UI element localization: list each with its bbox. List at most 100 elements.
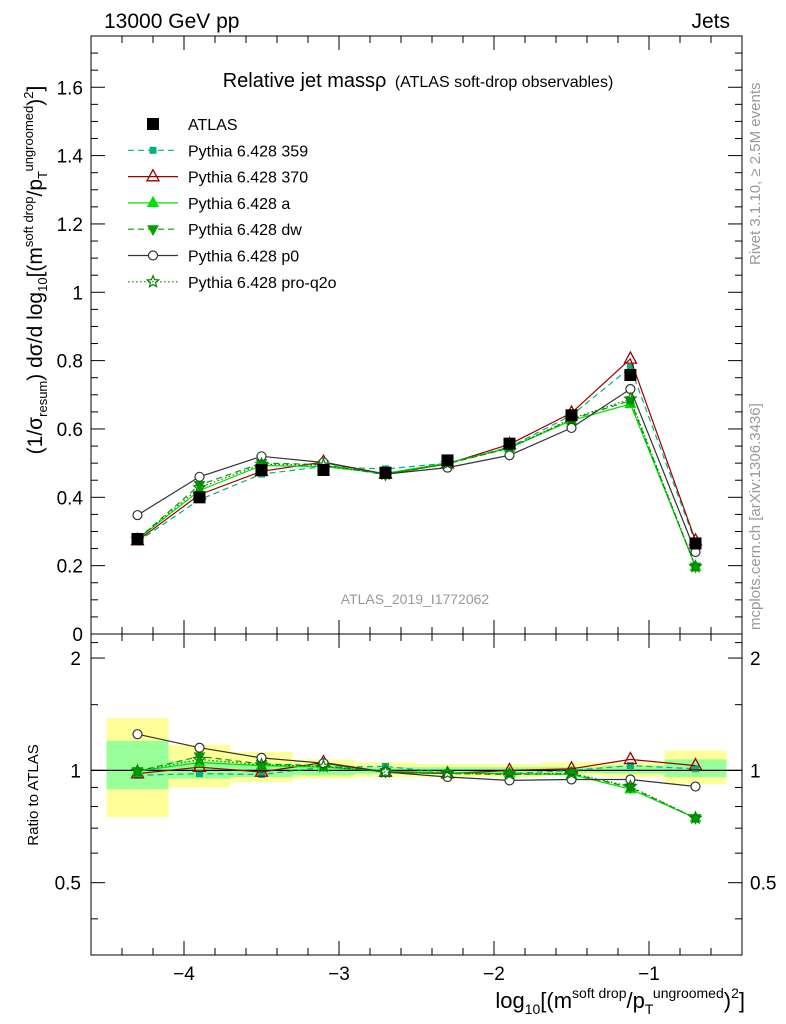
legend-label-pp0: Pythia 6.428 p0 — [188, 249, 299, 266]
main-ytick-label: 0 — [72, 625, 83, 646]
ratio-point-p370 — [254, 763, 269, 777]
ratio-point-p359 — [258, 770, 265, 778]
legend-label-p370: Pythia 6.428 370 — [188, 170, 308, 187]
series-pp0 — [132, 383, 701, 558]
ratio-xtick-label: −3 — [328, 964, 350, 985]
main-ytick-label: 1.6 — [57, 78, 83, 99]
main-subtitle-text: (ATLAS soft-drop observables) — [395, 74, 613, 91]
legend-marker-p359 — [149, 146, 157, 154]
point-pp0 — [256, 451, 267, 462]
series-line-pdw — [137, 399, 697, 567]
ratio-point-p359 — [692, 765, 699, 773]
legend-label-pq2o: Pythia 6.428 pro-q2o — [188, 275, 337, 292]
ratio-point-pp0 — [194, 742, 205, 753]
point-pq2o — [688, 559, 703, 573]
point-atlas — [379, 466, 392, 479]
legend-marker-pq2o — [145, 274, 161, 288]
series-pq2o — [130, 391, 703, 573]
legend: ATLAS Pythia 6.428 359 Pythia 6.428 370 Pyt… — [128, 117, 337, 292]
side-label-mcplots: mcplots.cern.ch [arXiv:1306.3436] — [747, 403, 764, 630]
ratio-point-pq2o — [688, 810, 703, 825]
point-p359 — [626, 363, 634, 371]
legend-entry-pp0: Pythia 6.428 p0 — [128, 249, 299, 266]
ratio-series-pq2o — [130, 751, 703, 825]
ratio-point-p370 — [688, 757, 703, 771]
series-line-pp0 — [137, 388, 697, 553]
ratio-series-line-pp0 — [137, 733, 696, 788]
legend-marker-p370 — [145, 168, 161, 182]
ratio-series-line-pa — [137, 761, 696, 819]
point-atlas — [565, 409, 578, 422]
ratio-ytick-label: 1 — [70, 761, 81, 782]
ratio-point-pp0 — [690, 781, 701, 792]
ratio-point-pq2o — [130, 763, 145, 778]
point-pq2o — [623, 391, 638, 406]
series-p359 — [134, 363, 699, 546]
series-line-pa — [137, 403, 697, 567]
ratio-series-line-pq2o — [137, 758, 696, 819]
legend-label-p359: Pythia 6.428 359 — [188, 143, 308, 160]
point-atlas — [255, 463, 268, 476]
main-title: Relative jet massρ (ATLAS soft-drop obse… — [223, 70, 614, 92]
legend-marker-atlas — [147, 118, 159, 130]
ratio-point-p359 — [196, 770, 203, 778]
point-atlas — [131, 533, 144, 546]
point-atlas — [317, 463, 330, 476]
ratio-ytick-label: 0.5 — [55, 874, 81, 895]
legend-entry-p359: Pythia 6.428 359 — [128, 143, 308, 160]
ratio-point-pq2o — [623, 778, 638, 793]
xlabel: log10[(msoft drop/pTungroomed)2] — [495, 985, 745, 1017]
ratio-series-line-p359 — [137, 764, 696, 776]
ratio-point-pq2o — [378, 764, 393, 779]
legend-entry-pq2o: Pythia 6.428 pro-q2o — [128, 274, 337, 292]
main-panel: 0 0.2 0.4 0.6 0.8 1 1.2 1.4 1.6 — [57, 35, 743, 646]
point-atlas — [624, 368, 637, 381]
legend-marker-pa — [146, 195, 160, 208]
ratio-point-pq2o — [564, 765, 579, 780]
main-ytick-label: 0.4 — [57, 488, 84, 509]
main-ytick-label: 0.6 — [57, 420, 83, 441]
series-pa — [131, 396, 702, 571]
ratio-ytick-label-right: 0.5 — [750, 874, 776, 895]
ratio-point-pq2o — [316, 758, 331, 773]
main-ytick-label: 1 — [72, 283, 83, 304]
ratio-ytick-label-right: 1 — [750, 761, 761, 782]
ratio-point-pq2o — [440, 765, 455, 780]
ratio-frame — [90, 633, 743, 956]
point-pp0 — [566, 422, 577, 434]
ratio-point-pq2o — [502, 766, 517, 781]
legend-label-atlas: ATLAS — [188, 117, 238, 134]
legend-entry-pa: Pythia 6.428 a — [128, 195, 290, 213]
ratio-point-pq2o — [254, 757, 269, 771]
ratio-ylabel: Ratio to ATLAS — [25, 744, 42, 845]
ratio-panel: 0.5 0.5 1 1 2 2 −4 −3 −2 −1 — [55, 633, 776, 985]
point-p370 — [623, 350, 638, 364]
point-atlas — [441, 454, 454, 467]
ratio-xtick-label: −4 — [173, 964, 195, 985]
ratio-xtick-label: −1 — [638, 964, 660, 985]
ratio-point-pq2o — [192, 751, 207, 766]
main-ytick-label: 0.8 — [57, 352, 83, 373]
ratio-point-p370 — [623, 751, 638, 765]
header-right: Jets — [691, 10, 730, 33]
series-p370 — [130, 350, 703, 546]
series-line-p370 — [137, 357, 697, 542]
legend-entry-p370: Pythia 6.428 370 — [128, 168, 308, 187]
series-line-p359 — [137, 366, 697, 543]
series-pdw — [131, 396, 702, 574]
legend-marker-pdw — [147, 225, 159, 237]
legend-label-pdw: Pythia 6.428 dw — [188, 222, 302, 239]
ratio-ytick-label: 2 — [70, 649, 81, 670]
point-pp0 — [194, 471, 205, 482]
ratio-point-pp0 — [132, 729, 143, 740]
main-ytick-label: 1.4 — [57, 147, 84, 168]
point-atlas — [503, 437, 516, 450]
series-atlas — [131, 368, 702, 550]
main-title-text: Relative jet massρ — [223, 70, 387, 92]
main-ytick-label: 0.2 — [57, 557, 83, 578]
watermark: ATLAS_2019_I1772062 — [341, 591, 490, 607]
main-ylabel: (1/σresum) dσ/d log10[(msoft drop/pTungr… — [21, 86, 50, 455]
legend-marker-pp0 — [147, 250, 159, 261]
band-inner — [602, 765, 665, 774]
